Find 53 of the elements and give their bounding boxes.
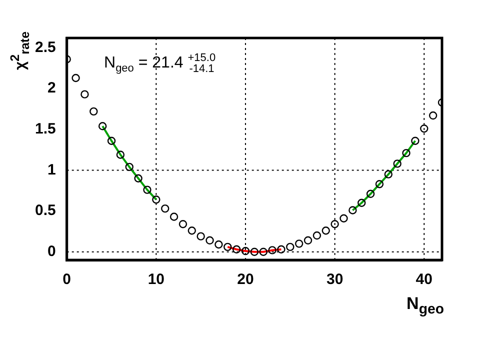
point bbox=[188, 226, 196, 235]
x-tick-label: 20 bbox=[237, 271, 254, 288]
point bbox=[259, 248, 268, 256]
point bbox=[340, 214, 348, 222]
y-tick-label: 2 bbox=[48, 80, 56, 97]
point bbox=[214, 240, 223, 249]
point bbox=[286, 242, 294, 252]
point bbox=[134, 174, 142, 182]
point bbox=[232, 245, 241, 254]
point bbox=[90, 107, 98, 116]
point bbox=[170, 212, 178, 221]
point bbox=[322, 226, 330, 235]
x-tick-label: 30 bbox=[326, 271, 344, 288]
y-tick-label: 2.5 bbox=[34, 38, 56, 56]
point bbox=[116, 150, 125, 159]
point bbox=[428, 111, 438, 120]
point bbox=[224, 242, 232, 252]
point bbox=[393, 160, 402, 168]
point bbox=[330, 220, 339, 228]
point bbox=[312, 231, 322, 240]
x-tick-label: 0 bbox=[62, 271, 72, 288]
point bbox=[375, 180, 384, 188]
point bbox=[250, 248, 259, 256]
x-tick-label: 10 bbox=[148, 271, 165, 288]
point bbox=[125, 162, 134, 172]
y-tick-label: 1.5 bbox=[34, 120, 56, 138]
point bbox=[241, 246, 250, 256]
point bbox=[366, 190, 375, 198]
point bbox=[411, 136, 420, 145]
point bbox=[107, 136, 116, 145]
point bbox=[143, 186, 152, 194]
y-tick-label: 1 bbox=[48, 161, 56, 178]
point bbox=[358, 198, 366, 207]
point bbox=[277, 245, 286, 254]
point bbox=[348, 206, 357, 214]
point bbox=[72, 74, 80, 82]
point bbox=[161, 204, 170, 213]
y-tick-label: 0.5 bbox=[34, 202, 56, 220]
point bbox=[384, 170, 393, 178]
point bbox=[402, 148, 410, 158]
point bbox=[98, 122, 107, 130]
point bbox=[80, 90, 89, 98]
point bbox=[196, 232, 205, 240]
point bbox=[268, 246, 276, 254]
point bbox=[420, 124, 428, 133]
x-tick-label: 40 bbox=[416, 271, 432, 288]
x-axis-title: N$_{geo}$ bbox=[406, 294, 444, 318]
point bbox=[206, 236, 214, 245]
y-tick-label: 0 bbox=[48, 242, 56, 260]
point bbox=[304, 236, 312, 245]
point bbox=[294, 240, 304, 248]
point bbox=[152, 196, 160, 204]
point bbox=[178, 220, 188, 228]
